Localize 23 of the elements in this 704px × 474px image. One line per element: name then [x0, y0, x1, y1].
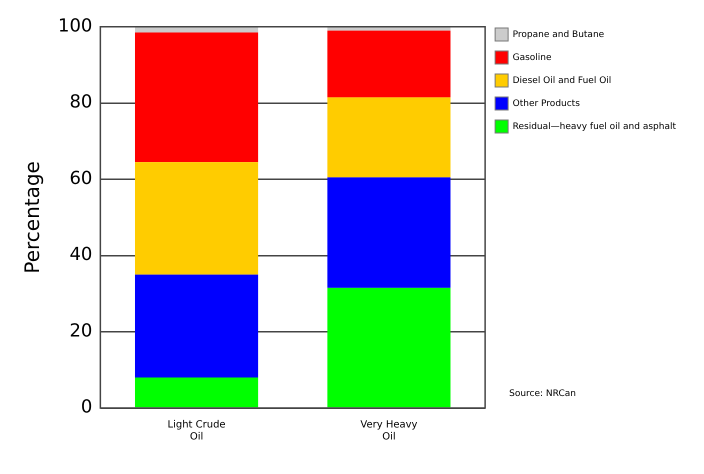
bar: [327, 30, 450, 98]
bar: [134, 162, 258, 275]
bar: [327, 288, 450, 408]
bar: [134, 274, 258, 378]
bar: [327, 177, 450, 288]
bar: [134, 378, 258, 408]
y-tick-label: 0: [80, 396, 92, 418]
bar: [327, 97, 450, 178]
legend-label: Diesel Oil and Fuel Oil: [512, 76, 612, 86]
y-tick-label: 100: [58, 15, 92, 36]
source-note: Source: NRCan: [509, 389, 576, 399]
legend-label: Propane and Butane: [512, 30, 605, 40]
x-tick-label: Very Heavy Oil: [360, 420, 418, 443]
y-tick-label: 20: [69, 320, 92, 342]
legend-label: Gasoline: [512, 52, 552, 63]
y-tick-label: 60: [69, 168, 92, 189]
legend-label: Residual—heavy fuel oil and asphalt: [512, 122, 676, 132]
y-axis-title: Percentage: [20, 161, 44, 274]
bar: [134, 32, 258, 162]
legend-label: Other Products: [512, 98, 580, 109]
y-tick-label: 40: [69, 244, 92, 266]
x-tick-label: Light Crude Oil: [168, 420, 226, 443]
y-tick-label: 80: [69, 92, 92, 113]
